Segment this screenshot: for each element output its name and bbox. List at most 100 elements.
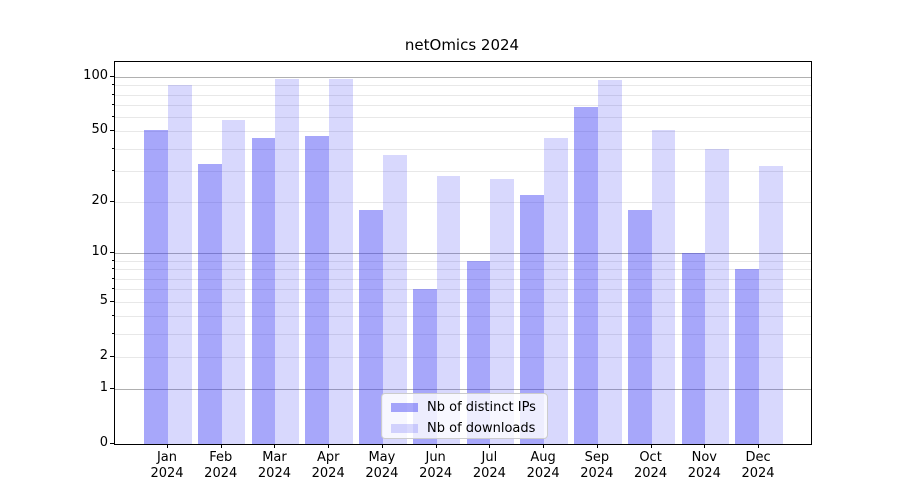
x-tick-oct — [650, 444, 652, 448]
y-tick-100 — [110, 76, 114, 78]
y-minor-tick-60 — [111, 116, 114, 118]
y-minor-tick-8 — [111, 268, 114, 270]
legend-row-distinct-ips: Nb of distinct IPs — [382, 397, 547, 417]
y-minor-tick-9 — [111, 259, 114, 261]
y-tick-label-2: 2 — [99, 347, 108, 363]
bar-ips-nov — [681, 253, 706, 444]
y-tick-5 — [110, 300, 114, 302]
x-tick-label-oct: Oct 2024 — [634, 450, 668, 481]
plot-area: Nb of distinct IPs Nb of downloads — [114, 61, 812, 445]
gridline-y-5 — [115, 301, 811, 303]
bar-ips-jan — [144, 129, 168, 444]
gridline-y-60 — [115, 117, 811, 119]
gridline-y-20 — [115, 201, 811, 203]
bar-downloads-oct — [651, 129, 676, 444]
y-tick-2 — [110, 355, 114, 357]
x-tick-label-feb: Feb 2024 — [204, 450, 238, 481]
bar-ips-apr — [305, 136, 330, 444]
bar-downloads-nov — [705, 148, 729, 444]
y-tick-label-50: 50 — [91, 122, 108, 138]
x-tick-label-aug: Aug 2024 — [526, 450, 560, 481]
gridline-y-10 — [115, 253, 811, 255]
x-tick-label-mar: Mar 2024 — [257, 450, 291, 481]
x-tick-jun — [435, 444, 437, 448]
bar-ips-sep — [574, 107, 598, 444]
x-tick-sep — [596, 444, 598, 448]
x-tick-label-jul: Jul 2024 — [472, 450, 506, 481]
x-tick-feb — [220, 444, 222, 448]
x-tick-mar — [274, 444, 276, 448]
x-tick-dec — [758, 444, 760, 448]
bar-downloads-apr — [329, 79, 353, 444]
x-tick-label-sep: Sep 2024 — [580, 450, 614, 481]
bar-downloads-dec — [759, 165, 783, 444]
x-tick-nov — [704, 444, 706, 448]
x-tick-label-jun: Jun 2024 — [419, 450, 453, 481]
gridline-y-90 — [115, 85, 811, 87]
x-tick-label-nov: Nov 2024 — [687, 450, 721, 481]
legend: Nb of distinct IPs Nb of downloads — [381, 393, 548, 439]
gridline-y-8 — [115, 269, 811, 271]
gridline-y-100 — [115, 77, 811, 79]
y-tick-10 — [110, 252, 114, 254]
legend-label-distinct-ips: Nb of distinct IPs — [427, 399, 536, 415]
y-minor-tick-90 — [111, 84, 114, 86]
bar-downloads-jan — [168, 85, 192, 444]
y-tick-1 — [110, 387, 114, 389]
x-tick-label-may: May 2024 — [365, 450, 399, 481]
y-tick-label-10: 10 — [91, 244, 108, 260]
y-tick-label-20: 20 — [91, 192, 108, 208]
x-tick-label-jan: Jan 2024 — [150, 450, 184, 481]
y-tick-label-100: 100 — [83, 68, 108, 84]
bar-downloads-jul — [490, 179, 515, 444]
gridline-y-6 — [115, 289, 811, 291]
bar-ips-oct — [627, 209, 652, 444]
y-minor-tick-70 — [111, 104, 114, 106]
bar-ips-feb — [198, 163, 222, 444]
x-tick-jan — [167, 444, 168, 448]
legend-swatch-downloads — [391, 423, 418, 433]
gridline-y-9 — [115, 260, 811, 262]
gridline-y-30 — [115, 170, 811, 172]
gridline-y-40 — [115, 148, 811, 150]
gridline-y-7 — [115, 278, 811, 280]
bar-downloads-may — [382, 154, 407, 444]
bar-downloads-sep — [597, 80, 622, 444]
x-tick-apr — [328, 444, 330, 448]
y-minor-tick-3 — [111, 332, 114, 334]
y-tick-20 — [110, 200, 114, 202]
y-minor-tick-30 — [111, 169, 114, 171]
gridline-y-70 — [115, 105, 811, 107]
gridline-y-50 — [115, 131, 811, 133]
y-tick-label-1: 1 — [99, 379, 108, 395]
gridline-y-1 — [115, 388, 811, 390]
x-tick-aug — [543, 444, 545, 448]
y-tick-label-5: 5 — [99, 292, 108, 308]
bar-ips-may — [359, 209, 383, 444]
legend-row-downloads: Nb of downloads — [382, 418, 547, 438]
bar-downloads-feb — [221, 119, 246, 444]
x-tick-label-apr: Apr 2024 — [311, 450, 345, 481]
legend-swatch-distinct-ips — [391, 402, 418, 412]
bar-downloads-mar — [275, 78, 300, 444]
bar-ips-dec — [735, 269, 760, 444]
y-minor-tick-6 — [111, 288, 114, 290]
bar-downloads-aug — [544, 137, 568, 444]
gridline-y-3 — [115, 333, 811, 335]
y-minor-tick-7 — [111, 277, 114, 279]
legend-label-downloads: Nb of downloads — [427, 420, 536, 436]
x-tick-may — [381, 444, 383, 448]
y-minor-tick-4 — [111, 315, 114, 317]
bar-ips-aug — [520, 194, 545, 444]
bar-downloads-jun — [436, 176, 461, 444]
y-tick-50 — [110, 130, 114, 132]
x-tick-jul — [489, 444, 491, 448]
y-tick-label-0: 0 — [99, 435, 108, 450]
gridline-y-2 — [115, 356, 811, 358]
x-tick-label-dec: Dec 2024 — [741, 450, 775, 481]
y-minor-tick-80 — [111, 93, 114, 95]
y-tick-0 — [110, 443, 114, 444]
chart-title: netOmics 2024 — [404, 36, 520, 54]
gridline-y-80 — [115, 94, 811, 96]
